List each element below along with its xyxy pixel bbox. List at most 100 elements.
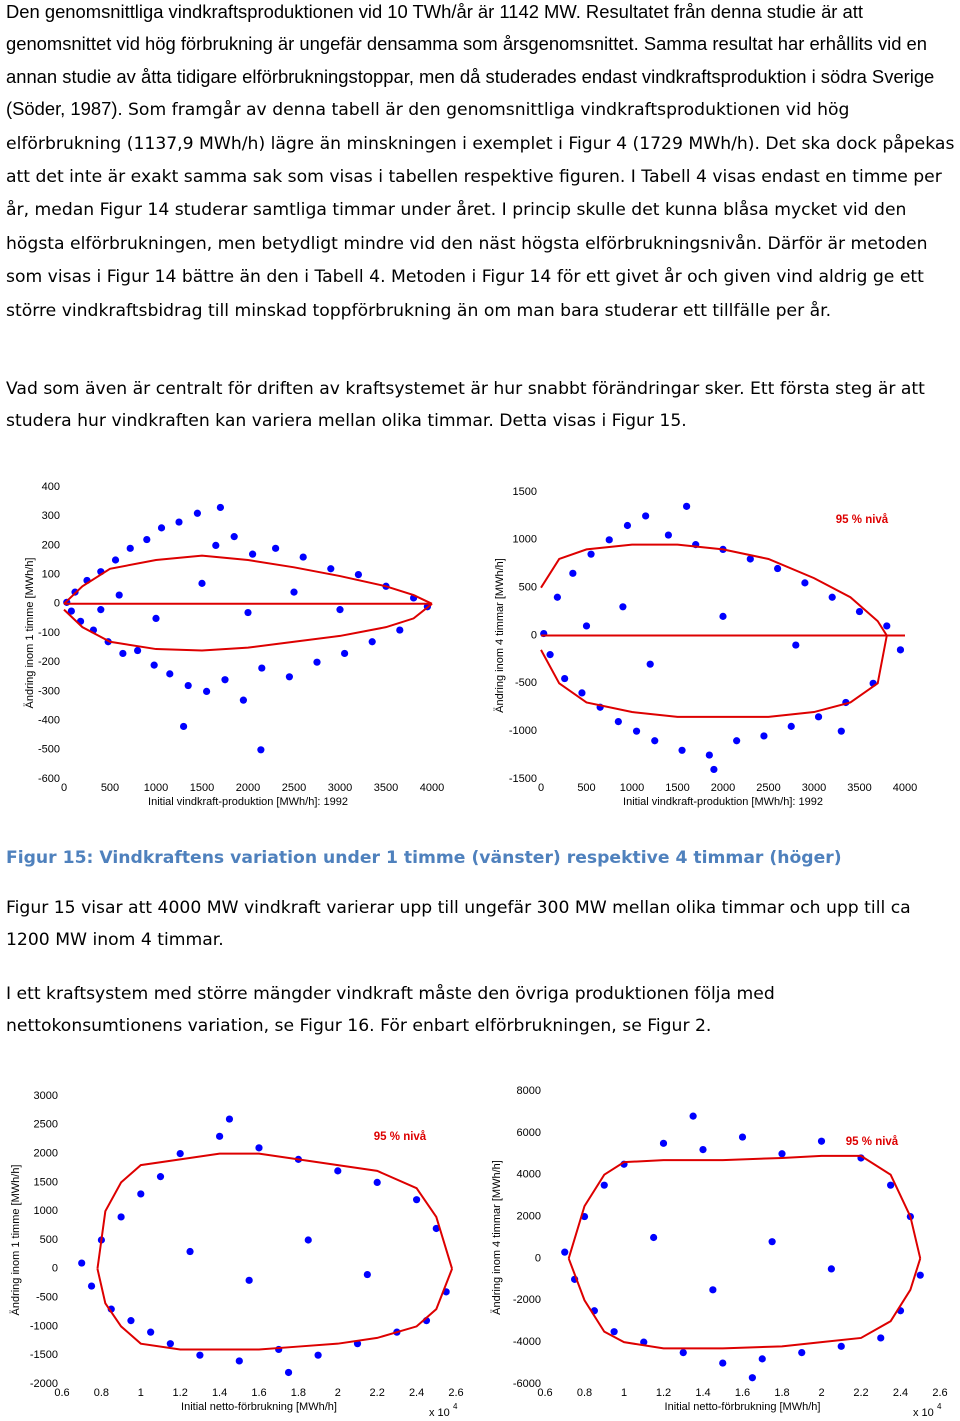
x-tick-label: 2000 <box>236 782 260 794</box>
paragraph: I ett kraftsystem med större mängder vin… <box>6 984 775 1037</box>
data-point <box>216 1132 224 1140</box>
data-point <box>258 664 266 672</box>
data-point <box>733 737 741 745</box>
y-tick-label: 1000 <box>513 534 537 546</box>
data-point <box>176 1150 184 1158</box>
data-point <box>553 593 561 601</box>
x-tick-label: 0.8 <box>94 1387 109 1399</box>
data-point <box>664 531 673 539</box>
x-tick-label: 1.8 <box>291 1387 306 1399</box>
x-multiplier: x 10 <box>913 1407 934 1419</box>
data-point <box>709 1286 717 1294</box>
y-tick-label: -300 <box>38 685 60 697</box>
annotation: 95 % nivå <box>374 1131 427 1143</box>
x-tick-label: 0.8 <box>577 1387 592 1399</box>
x-tick-label: 1500 <box>665 782 689 794</box>
y-tick-label: 8000 <box>517 1085 541 1097</box>
paragraph: Figur 15 visar att 4000 MW vindkraft var… <box>6 898 911 951</box>
data-point <box>134 646 142 655</box>
data-point <box>619 603 627 611</box>
x-tick-label: 2500 <box>282 782 306 794</box>
data-point <box>196 1351 204 1359</box>
x-tick-label: 2.6 <box>448 1387 463 1399</box>
y-tick-label: -1000 <box>30 1320 58 1332</box>
x-tick-label: 500 <box>101 782 119 794</box>
data-point <box>561 1248 569 1256</box>
data-point <box>230 533 238 541</box>
y-tick-label: 6000 <box>517 1127 541 1139</box>
data-point <box>327 565 335 573</box>
y-tick-label: -500 <box>36 1292 58 1304</box>
data-point <box>719 1359 727 1367</box>
data-point <box>774 564 782 573</box>
data-point <box>738 1133 747 1141</box>
y-tick-label: 2000 <box>517 1210 541 1222</box>
x-tick-label: 2.4 <box>893 1387 908 1399</box>
data-point <box>646 660 654 668</box>
data-point <box>166 1340 174 1348</box>
data-point <box>561 674 569 683</box>
y-tick-label: -400 <box>38 715 60 727</box>
y-tick-label: 1000 <box>34 1205 58 1217</box>
data-point <box>877 1334 885 1342</box>
y-tick-label: -1000 <box>509 725 537 737</box>
y-tick-label: 0 <box>52 1263 58 1275</box>
data-point <box>855 607 864 616</box>
x-tick-label: 3000 <box>328 782 352 794</box>
y-tick-label: 200 <box>42 539 60 551</box>
data-point <box>245 1276 253 1284</box>
data-point <box>614 718 622 726</box>
data-point <box>255 1144 263 1152</box>
data-point <box>137 1190 145 1198</box>
data-point <box>705 751 713 759</box>
data-point <box>193 509 201 517</box>
y-tick-label: -1500 <box>509 773 537 785</box>
envelope-line <box>63 554 433 605</box>
x-tick-label: 3500 <box>847 782 871 794</box>
data-point <box>221 676 229 684</box>
data-point <box>746 555 754 563</box>
y-tick-label: -200 <box>38 656 60 668</box>
data-point <box>285 673 293 681</box>
y-tick-label: 1500 <box>34 1176 58 1188</box>
data-point <box>623 521 632 530</box>
y-axis-label: Ändring inom 1 timme [MWh/h] <box>24 558 36 709</box>
y-tick-label: -500 <box>515 677 537 689</box>
x-multiplier-exponent: 4 <box>453 1402 458 1411</box>
x-tick-label: 2 <box>818 1387 824 1399</box>
data-point <box>659 1139 668 1147</box>
x-tick-label: 1.2 <box>173 1387 188 1399</box>
y-tick-label: 4000 <box>517 1169 541 1181</box>
y-tick-label: 1500 <box>513 486 537 498</box>
x-tick-label: 2 <box>335 1387 341 1399</box>
text-run: Som framgår av denna tabell är den genom… <box>6 100 955 321</box>
x-tick-label: 1.6 <box>251 1387 266 1399</box>
x-multiplier-exponent: 4 <box>937 1402 942 1411</box>
x-tick-label: 1.8 <box>774 1387 789 1399</box>
data-point <box>758 1355 766 1363</box>
x-axis-label: Initial vindkraft-produktion [MWh/h]: 19… <box>148 796 348 808</box>
data-point <box>768 1238 776 1246</box>
data-point <box>546 651 554 659</box>
x-tick-label: 500 <box>577 782 595 794</box>
data-point <box>147 1328 155 1336</box>
data-point <box>119 649 127 658</box>
data-point <box>67 607 75 615</box>
y-tick-label: 0 <box>531 629 537 641</box>
data-point <box>184 681 192 690</box>
data-point <box>152 614 160 623</box>
data-point <box>679 1349 687 1357</box>
x-tick-label: 1.4 <box>212 1387 227 1399</box>
data-point <box>156 1173 165 1181</box>
y-axis-label: Ändring inom 1 timme [MWh/h] <box>10 1165 22 1316</box>
data-point <box>87 1282 96 1290</box>
data-point <box>578 689 586 697</box>
data-point <box>150 661 158 669</box>
data-point <box>640 1338 648 1346</box>
y-tick-label: 0 <box>535 1252 541 1264</box>
data-point <box>760 732 768 740</box>
data-point <box>887 1181 895 1189</box>
data-point <box>837 1342 845 1350</box>
data-point <box>651 737 659 745</box>
y-axis-label: Ändring inom 4 timmar [MWh/h] <box>491 1160 503 1315</box>
